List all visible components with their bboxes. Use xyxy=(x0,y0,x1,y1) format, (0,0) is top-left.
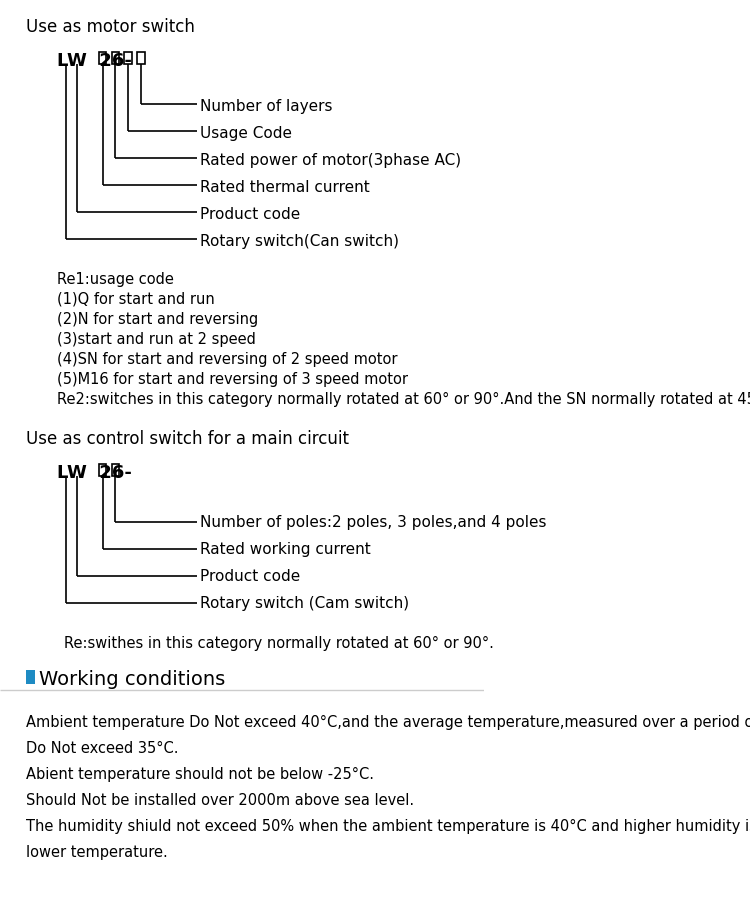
Text: Abient temperature should not be below -25°C.: Abient temperature should not be below -… xyxy=(26,767,374,782)
Text: LW  26-: LW 26- xyxy=(57,52,131,70)
Bar xyxy=(112,52,119,64)
Text: (2)N for start and reversing: (2)N for start and reversing xyxy=(57,312,258,327)
Text: (4)SN for start and reversing of 2 speed motor: (4)SN for start and reversing of 2 speed… xyxy=(57,352,398,367)
Text: Rotary switch (Cam switch): Rotary switch (Cam switch) xyxy=(200,596,409,611)
Text: Number of poles:2 poles, 3 poles,and 4 poles: Number of poles:2 poles, 3 poles,and 4 p… xyxy=(200,515,547,530)
Text: Rated thermal current: Rated thermal current xyxy=(200,180,370,195)
Text: LW  26-: LW 26- xyxy=(57,464,131,482)
Bar xyxy=(26,670,34,684)
Bar xyxy=(124,52,132,64)
Text: Working conditions: Working conditions xyxy=(39,670,225,689)
Text: Number of layers: Number of layers xyxy=(200,99,332,114)
Text: (3)start and run at 2 speed: (3)start and run at 2 speed xyxy=(57,332,256,347)
Text: Product code: Product code xyxy=(200,207,300,222)
Text: Do Not exceed 35°C.: Do Not exceed 35°C. xyxy=(26,741,178,756)
Text: Re1:usage code: Re1:usage code xyxy=(57,272,173,287)
Text: Re:swithes in this category normally rotated at 60° or 90°.: Re:swithes in this category normally rot… xyxy=(64,636,494,651)
Text: Product code: Product code xyxy=(200,569,300,584)
Bar xyxy=(112,464,119,476)
Text: Should Not be installed over 2000m above sea level.: Should Not be installed over 2000m above… xyxy=(26,793,414,808)
Bar xyxy=(99,52,106,64)
Text: The humidity shiuld not exceed 50% when the ambient temperature is 40°C and high: The humidity shiuld not exceed 50% when … xyxy=(26,819,750,834)
Text: Ambient temperature Do Not exceed 40°C,and the average temperature,measured over: Ambient temperature Do Not exceed 40°C,a… xyxy=(26,715,750,730)
Text: Rotary switch(Can switch): Rotary switch(Can switch) xyxy=(200,234,399,249)
Text: (1)Q for start and run: (1)Q for start and run xyxy=(57,292,214,307)
Text: Usage Code: Usage Code xyxy=(200,126,292,141)
Text: lower temperature.: lower temperature. xyxy=(26,845,167,860)
Text: Use as motor switch: Use as motor switch xyxy=(26,18,195,36)
Text: (5)M16 for start and reversing of 3 speed motor: (5)M16 for start and reversing of 3 spee… xyxy=(57,372,408,387)
Text: Rated working current: Rated working current xyxy=(200,542,370,557)
Bar xyxy=(137,52,145,64)
Bar xyxy=(99,464,106,476)
Text: Use as control switch for a main circuit: Use as control switch for a main circuit xyxy=(26,430,349,448)
Text: Re2:switches in this category normally rotated at 60° or 90°.And the SN normally: Re2:switches in this category normally r… xyxy=(57,392,750,407)
Text: Rated power of motor(3phase AC): Rated power of motor(3phase AC) xyxy=(200,153,461,168)
